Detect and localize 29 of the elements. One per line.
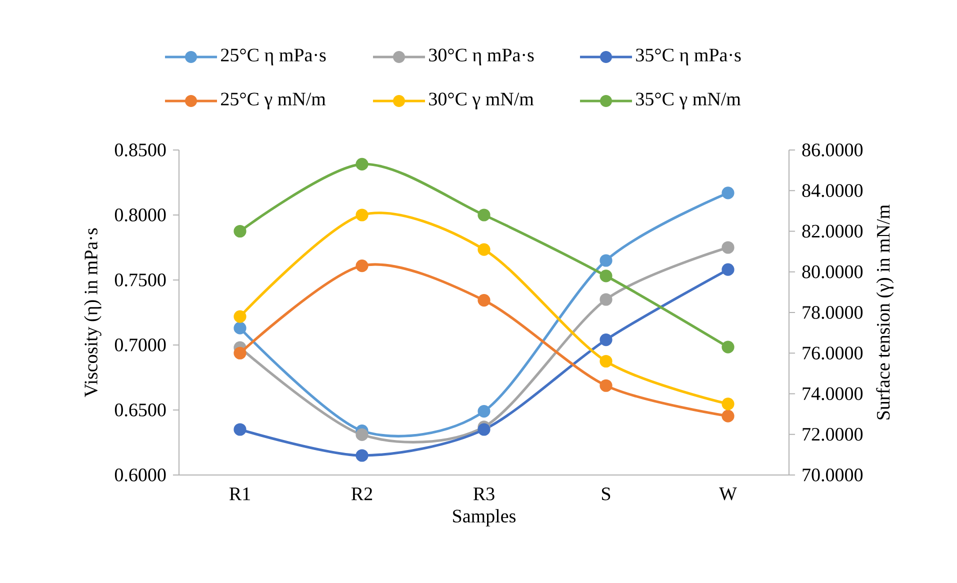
y-tick-label: 0.6000 [114,468,166,482]
y2-tick-label: 76.0000 [802,346,863,360]
y-tick-label: 0.6500 [114,404,166,416]
y-tick-label: 0.7000 [114,338,166,352]
y2-axis-title: Surface tension (γ) in mN/m [876,204,894,420]
x-tick-label: R1 [229,488,250,500]
legend-label: 25°C η mPa·s [221,48,326,66]
y2-tick-label: 82.0000 [802,224,863,238]
y2-tick-label: 80.0000 [802,265,863,278]
legend-label: 30°C γ mN/m [429,92,534,110]
legend-label: 30°C η mPa·s [429,48,534,66]
x-tick-label: W [719,488,737,500]
y2-tick-label: 78.0000 [802,306,863,319]
x-axis-title: Samples [453,509,516,526]
legend-label: 35°C η mPa·s [636,48,741,66]
y2-tick-label: 72.0000 [802,428,863,441]
y-tick-label: 0.8000 [114,208,166,222]
x-tick-label: R3 [473,488,494,500]
y-axis-title: Viscosity (η) in mPa·s [84,228,102,398]
y-tick-label: 0.8500 [114,144,166,156]
y2-tick-label: 86.0000 [802,144,863,156]
y-tick-label: 0.7500 [114,274,166,286]
legend-label: 35°C γ mN/m [636,92,741,110]
x-tick-label: R2 [351,488,372,500]
legend-label: 25°C γ mN/m [221,92,326,110]
y2-tick-label: 70.0000 [802,468,863,482]
y2-tick-label: 74.0000 [802,387,863,400]
x-tick-label: S [602,488,610,500]
y2-tick-label: 84.0000 [802,184,863,198]
